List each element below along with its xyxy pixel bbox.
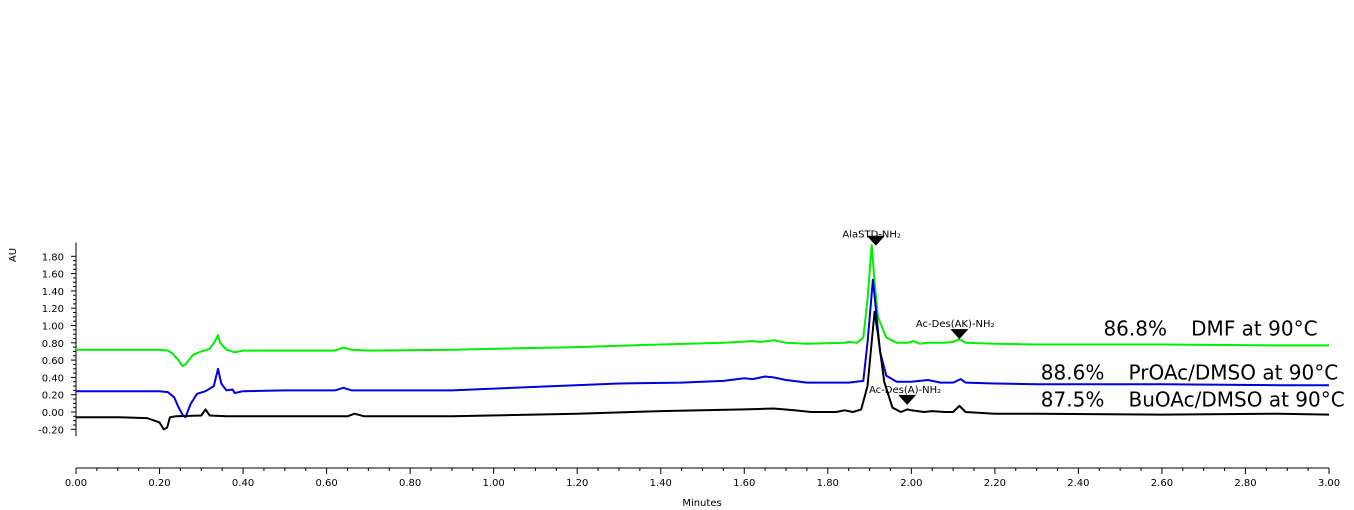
series-line-2 <box>76 310 1330 431</box>
annotation-percent: 86.8% <box>1103 316 1167 340</box>
x-tick-label: 1.40 <box>650 478 672 489</box>
x-tick-label: 2.40 <box>1067 478 1089 489</box>
x-tick-label: 0.00 <box>65 478 87 489</box>
x-tick-label: 0.20 <box>148 478 170 489</box>
annotation-layer: AlaSTD-NH₂ Ac-Des(AK)-NH₂ Ac-Des(A)-NH₂ 86.… <box>842 229 1344 411</box>
y-tick-label: 0.20 <box>42 391 64 402</box>
annotation-percent: 88.6% <box>1041 361 1105 385</box>
peak-label: Ac-Des(AK)-NH₂ <box>916 319 995 330</box>
x-tick-label: 2.00 <box>900 478 922 489</box>
peak-marker-icon <box>950 329 969 340</box>
x-tick-label: 2.80 <box>1234 478 1256 489</box>
y-tick-label: 0.40 <box>42 373 64 384</box>
y-tick-label: 1.00 <box>42 322 64 333</box>
x-tick-label: 0.80 <box>399 478 421 489</box>
y-axis-title: AU <box>8 248 19 262</box>
peak-marker-icon <box>866 235 885 246</box>
axes: -0.20 0.00 0.20 0.40 0.60 0.80 1.00 1.20 1.40 1.6… <box>38 242 1340 489</box>
annotation-label: PrOAc/DMSO at 90°C <box>1129 361 1339 385</box>
x-tick-label: 1.80 <box>817 478 839 489</box>
x-tick-label: 2.20 <box>984 478 1006 489</box>
peak-marker-icon <box>898 394 917 405</box>
x-tick-label: 3.00 <box>1318 478 1340 489</box>
x-tick-label: 1.00 <box>483 478 505 489</box>
y-tick-label: 1.20 <box>42 304 64 315</box>
x-tick-label: 2.60 <box>1151 478 1173 489</box>
annotation-label: DMF at 90°C <box>1191 316 1317 340</box>
x-tick-label: 1.60 <box>733 478 755 489</box>
y-tick-label: 1.80 <box>42 252 64 263</box>
series-line-1 <box>76 278 1329 419</box>
x-axis-title: Minutes <box>682 498 721 509</box>
y-tick-label: 1.60 <box>42 270 64 281</box>
peak-label: AlaSTD-NH₂ <box>842 229 901 240</box>
y-tick-label: 0.60 <box>42 356 64 367</box>
annotation-percent: 87.5% <box>1041 387 1105 411</box>
peak-label: Ac-Des(A)-NH₂ <box>869 385 941 396</box>
y-tick-label: 0.00 <box>42 408 64 419</box>
x-tick-label: 0.60 <box>315 478 337 489</box>
series-line-0 <box>76 244 1329 368</box>
series-layer <box>76 244 1330 431</box>
annotation-label: BuOAc/DMSO at 90°C <box>1129 387 1345 411</box>
x-tick-label: 1.20 <box>566 478 588 489</box>
y-tick-label: 1.40 <box>42 287 64 298</box>
y-tick-label: 0.80 <box>42 339 64 350</box>
x-tick-label: 0.40 <box>232 478 254 489</box>
y-tick-label: -0.20 <box>38 425 64 436</box>
